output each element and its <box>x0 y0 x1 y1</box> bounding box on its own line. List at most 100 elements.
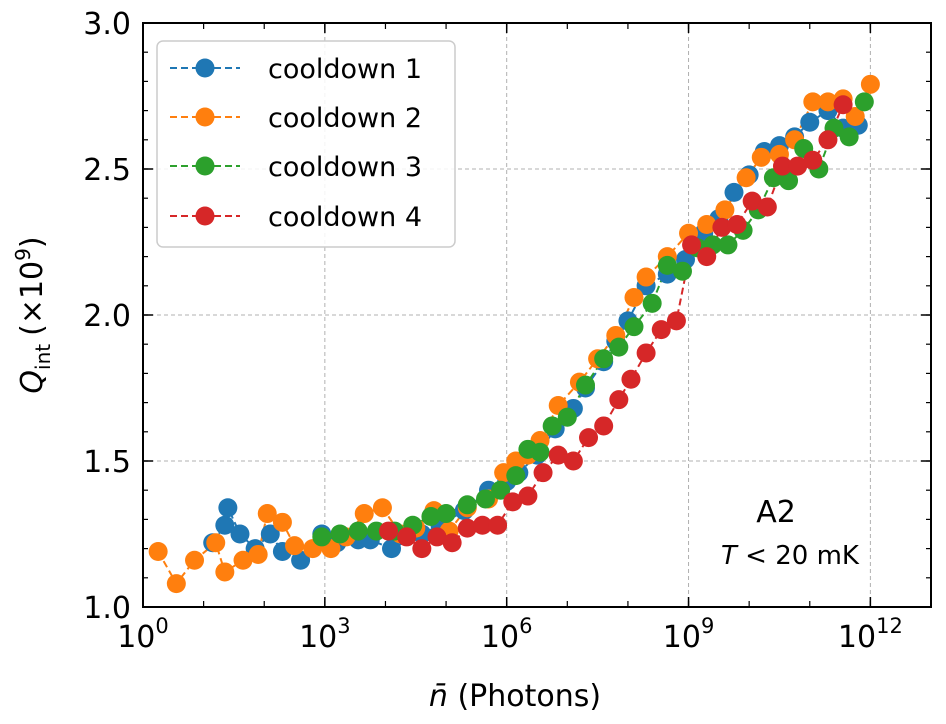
data-point-cooldown-4 <box>427 527 447 547</box>
legend-entry-cooldown-4: cooldown 4 <box>170 202 422 233</box>
data-point-cooldown-2 <box>166 574 186 594</box>
data-point-cooldown-2 <box>148 542 168 562</box>
data-point-cooldown-3 <box>594 349 614 369</box>
data-point-cooldown-3 <box>657 255 677 275</box>
data-point-cooldown-4 <box>533 463 553 483</box>
data-point-cooldown-2 <box>185 550 205 570</box>
data-point-cooldown-3 <box>672 261 692 281</box>
data-point-cooldown-2 <box>803 92 823 112</box>
legend-marker-cooldown-3 <box>195 156 215 176</box>
data-point-cooldown-3 <box>491 480 511 500</box>
data-point-cooldown-4 <box>757 197 777 217</box>
data-point-cooldown-4 <box>636 343 656 363</box>
data-point-cooldown-2 <box>715 200 735 220</box>
data-point-cooldown-3 <box>609 337 629 357</box>
axis-ticks <box>142 22 932 608</box>
data-point-cooldown-3 <box>557 407 577 427</box>
data-point-cooldown-4 <box>442 533 462 553</box>
y-axis-title-exp: 9 <box>11 248 35 261</box>
annotation-temperature-T: T <box>721 541 739 571</box>
data-point-cooldown-4 <box>378 521 398 541</box>
series-markers-cooldown-4 <box>378 95 853 559</box>
series-markers-cooldown-3 <box>312 92 874 547</box>
data-point-cooldown-4 <box>742 191 762 211</box>
annotation-temperature: T < 20 mK <box>721 541 860 571</box>
data-point-cooldown-4 <box>518 486 538 506</box>
data-point-cooldown-2 <box>257 504 277 524</box>
x-tick-label: 109 <box>663 614 715 655</box>
data-point-cooldown-2 <box>636 267 656 287</box>
annotation-sample: A2 <box>756 495 796 530</box>
legend-label-cooldown-1: cooldown 1 <box>268 54 422 85</box>
data-point-cooldown-3 <box>642 293 662 313</box>
x-tick-base: 10 <box>663 620 701 655</box>
y-tick-label: 2.5 <box>83 153 131 188</box>
x-tick-label: 1012 <box>838 614 903 655</box>
data-point-cooldown-3 <box>475 489 495 509</box>
data-point-cooldown-3 <box>542 416 562 436</box>
x-tick-exp: 6 <box>519 614 532 638</box>
data-point-cooldown-2 <box>248 544 268 564</box>
x-tick-exp: 9 <box>701 614 714 638</box>
data-point-cooldown-1 <box>230 524 250 544</box>
data-point-cooldown-3 <box>779 171 799 191</box>
data-point-cooldown-3 <box>718 235 738 255</box>
data-point-cooldown-4 <box>609 390 629 410</box>
data-point-cooldown-3 <box>330 524 350 544</box>
legend-marker-cooldown-1 <box>195 58 215 78</box>
y-axis-title-sub: int <box>31 344 55 370</box>
y-axis-title: Qint (×109) <box>11 236 55 393</box>
data-point-cooldown-3 <box>575 375 595 395</box>
data-point-cooldown-3 <box>421 506 441 526</box>
data-point-cooldown-4 <box>397 527 417 547</box>
data-point-cooldown-4 <box>788 156 808 176</box>
legend-label-cooldown-2: cooldown 2 <box>268 103 422 134</box>
data-point-cooldown-3 <box>348 521 368 541</box>
data-point-cooldown-3 <box>436 504 456 524</box>
data-point-cooldown-3 <box>530 442 550 462</box>
y-tick-label: 3.0 <box>83 7 131 42</box>
legend-marker-cooldown-4 <box>195 206 215 226</box>
data-point-cooldown-4 <box>833 95 853 115</box>
data-point-cooldown-3 <box>312 527 332 547</box>
data-point-cooldown-4 <box>803 150 823 170</box>
data-point-cooldown-2 <box>272 512 292 532</box>
legend-entry-cooldown-1: cooldown 1 <box>170 54 422 85</box>
data-point-cooldown-2 <box>697 214 717 234</box>
data-point-cooldown-4 <box>666 311 686 331</box>
data-point-cooldown-1 <box>724 182 744 202</box>
data-point-cooldown-4 <box>488 515 508 535</box>
data-point-cooldown-4 <box>697 247 717 267</box>
data-point-cooldown-2 <box>285 536 305 556</box>
data-point-cooldown-2 <box>372 498 392 518</box>
data-point-cooldown-2 <box>736 168 756 188</box>
data-point-cooldown-2 <box>860 74 880 94</box>
y-tick-label: 1.5 <box>83 445 131 480</box>
y-axis-title-mult: (×10 <box>15 261 50 336</box>
data-point-cooldown-3 <box>624 317 644 337</box>
annotation-temperature-val: 20 mK <box>775 541 860 571</box>
y-tick-label: 2.0 <box>83 299 131 334</box>
x-tick-label: 103 <box>299 614 351 655</box>
data-point-cooldown-4 <box>651 320 671 340</box>
legend-marker-cooldown-2 <box>195 107 215 127</box>
legend-entry-cooldown-2: cooldown 2 <box>170 103 422 134</box>
data-point-cooldown-4 <box>412 539 432 559</box>
legend-label-cooldown-4: cooldown 4 <box>268 202 422 233</box>
data-point-cooldown-1 <box>291 550 311 570</box>
data-point-cooldown-4 <box>818 130 838 150</box>
data-point-cooldown-2 <box>624 287 644 307</box>
x-tick-base: 10 <box>838 620 876 655</box>
data-point-cooldown-4 <box>727 214 747 234</box>
x-axis-title-nbar: n̄ <box>429 679 448 714</box>
data-point-cooldown-4 <box>503 492 523 512</box>
data-point-cooldown-4 <box>548 445 568 465</box>
data-point-cooldown-4 <box>712 217 732 237</box>
data-point-cooldown-3 <box>506 466 526 486</box>
data-point-cooldown-2 <box>215 562 235 582</box>
x-tick-base: 10 <box>481 620 519 655</box>
x-axis-title: n̄ (Photons) <box>429 679 601 714</box>
data-point-cooldown-2 <box>818 92 838 112</box>
